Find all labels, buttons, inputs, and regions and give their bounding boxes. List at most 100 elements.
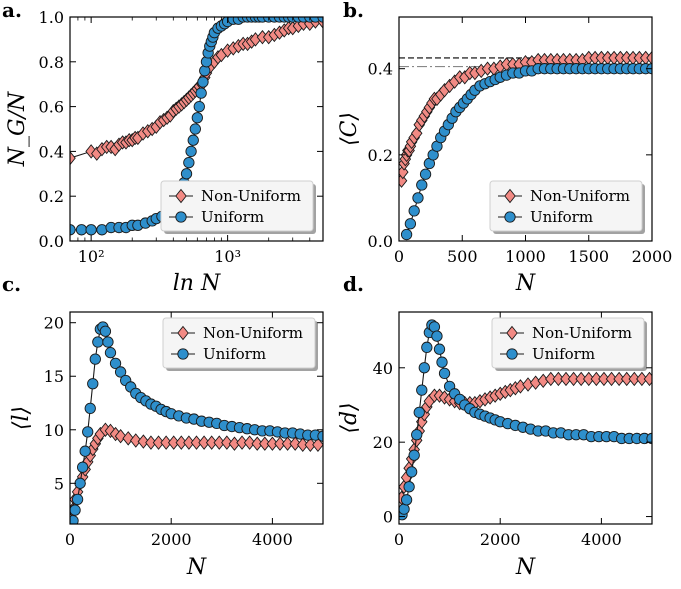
data-point	[71, 493, 84, 506]
x-tick-label: 1000	[505, 247, 546, 266]
axes-frame	[69, 16, 324, 242]
data-point	[96, 224, 108, 236]
data-point	[70, 515, 79, 524]
legend-marker-non-uniform	[175, 188, 187, 204]
data-point	[189, 123, 201, 135]
legend-label: Uniform	[532, 345, 595, 363]
legend-label: Non-Uniform	[201, 187, 301, 205]
y-tick-label: 0.8	[39, 53, 64, 72]
series-markers-non-uniform	[399, 50, 652, 188]
panel-label: a.	[2, 0, 22, 22]
data-point	[193, 100, 205, 113]
y-tick-label: 0.6	[39, 98, 64, 117]
data-point	[412, 192, 424, 204]
data-point	[85, 224, 97, 236]
data-point	[89, 353, 101, 365]
legend-label: Non-Uniform	[203, 324, 303, 342]
panel-label: d.	[343, 272, 364, 296]
data-point	[416, 179, 428, 191]
legend-label: Uniform	[201, 208, 264, 226]
legend-marker-non-uniform	[506, 325, 518, 341]
legend: Non-Uniform Uniform	[162, 317, 318, 371]
data-point	[195, 87, 207, 99]
data-point	[646, 50, 652, 66]
y-tick-label: 15	[44, 367, 64, 386]
legend-label: Non-Uniform	[532, 324, 632, 342]
data-point	[428, 321, 441, 333]
legend-box	[160, 180, 314, 232]
data-point	[145, 435, 157, 450]
data-point	[436, 356, 448, 368]
x-tick-label: 1500	[568, 247, 609, 266]
data-point	[183, 435, 195, 450]
legend: Non-Uniform Uniform	[491, 317, 647, 371]
x-tick-label: 0	[394, 247, 404, 266]
legend: Non-Uniform Uniform	[489, 180, 645, 234]
data-point	[77, 461, 89, 473]
data-point	[400, 228, 413, 241]
data-point	[180, 168, 193, 180]
y-tick-label: 1.0	[39, 8, 64, 27]
data-point	[403, 481, 415, 493]
legend-marker-uniform	[175, 211, 187, 223]
data-point	[281, 436, 294, 451]
data-point	[82, 426, 94, 438]
data-point	[243, 435, 256, 450]
x-axis-label: N	[515, 271, 536, 296]
x-tick-label: 4000	[252, 530, 293, 549]
data-point	[438, 367, 451, 380]
data-point	[560, 371, 572, 387]
data-point	[114, 366, 127, 378]
y-tick-label: 0.0	[368, 232, 393, 251]
y-tick-label: 0.4	[368, 60, 393, 79]
data-point	[405, 466, 418, 478]
legend-label: Non-Uniform	[530, 187, 630, 205]
x-tick-label: 0	[394, 530, 404, 549]
y-tick-label: 0.2	[368, 146, 393, 165]
data-point	[92, 336, 104, 348]
y-axis-label: ⟨C⟩	[337, 112, 362, 146]
legend-marker-uniform	[177, 348, 189, 360]
data-point	[74, 477, 86, 489]
data-point	[431, 330, 443, 342]
x-tick-label: 10³	[214, 247, 241, 266]
data-point	[75, 224, 88, 236]
data-point	[404, 218, 417, 230]
panel-label: b.	[343, 0, 364, 22]
y-tick-label: 0.2	[39, 187, 64, 206]
data-point	[411, 429, 423, 441]
data-point	[598, 371, 610, 387]
data-point	[433, 343, 446, 355]
data-point	[137, 434, 150, 449]
data-point	[221, 435, 233, 450]
y-tick-label: 20	[44, 314, 64, 333]
data-point	[79, 445, 91, 457]
data-point	[175, 435, 188, 450]
legend-box	[489, 180, 643, 232]
data-point	[408, 449, 420, 461]
panel-b: b. 0 500 1000 1500 2000 0.0 0.2 0.4 N ⟨C⟩ Non-Unifo…	[337, 0, 672, 296]
y-tick-label: 20	[373, 433, 393, 452]
axes-frame	[69, 311, 324, 525]
y-tick-label: 10	[44, 421, 64, 440]
y-axis-label: ⟨d⟩	[337, 402, 362, 433]
data-point	[251, 436, 263, 451]
data-point	[160, 435, 172, 450]
data-point	[582, 371, 595, 387]
data-point	[205, 435, 218, 450]
data-point	[259, 436, 271, 451]
data-point	[99, 325, 112, 337]
legend-box	[491, 317, 645, 369]
data-point	[400, 494, 413, 506]
data-point	[628, 371, 641, 387]
data-point	[567, 371, 580, 387]
data-point	[620, 371, 633, 387]
data-point	[197, 76, 209, 88]
data-point	[102, 336, 114, 348]
legend-label: Uniform	[203, 345, 266, 363]
legend-marker-uniform	[506, 348, 518, 360]
data-point	[296, 437, 309, 452]
x-tick-label: 4000	[581, 530, 622, 549]
panel-c: c. 0 2000 4000 5 10 15 20 N ⟨l⟩ Non-Uniform Uniform	[2, 272, 324, 580]
